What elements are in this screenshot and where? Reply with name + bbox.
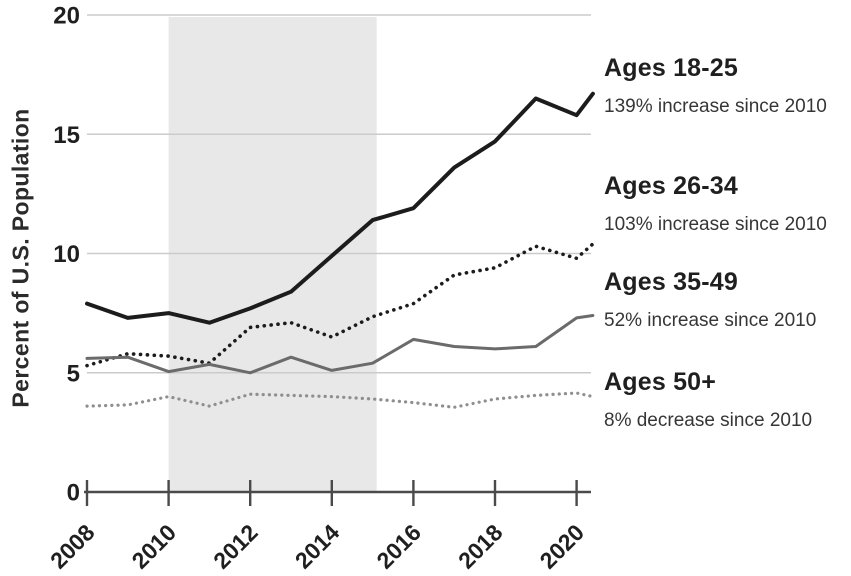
y-tick-label-20: 20 <box>53 3 80 30</box>
series-line-ages-35-49 <box>85 314 595 375</box>
y-tick-label-0: 0 <box>67 480 80 507</box>
y-tick-label-15: 15 <box>53 122 80 149</box>
x-tick-label-2014: 2014 <box>290 519 345 574</box>
series-line-ages-18-25 <box>85 91 595 325</box>
x-tick-label-2016: 2016 <box>371 519 426 574</box>
x-tick-label-2012: 2012 <box>208 519 263 574</box>
series-line-ages-50 <box>85 391 595 409</box>
y-tick-label-5: 5 <box>67 360 80 387</box>
series-line-ages-26-34 <box>85 242 595 368</box>
x-tick-label-2008: 2008 <box>45 519 100 574</box>
x-tick-label-2020: 2020 <box>535 519 590 574</box>
y-tick-label-10: 10 <box>53 241 80 268</box>
x-tick-label-2018: 2018 <box>453 519 508 574</box>
x-tick-label-2010: 2010 <box>127 519 182 574</box>
